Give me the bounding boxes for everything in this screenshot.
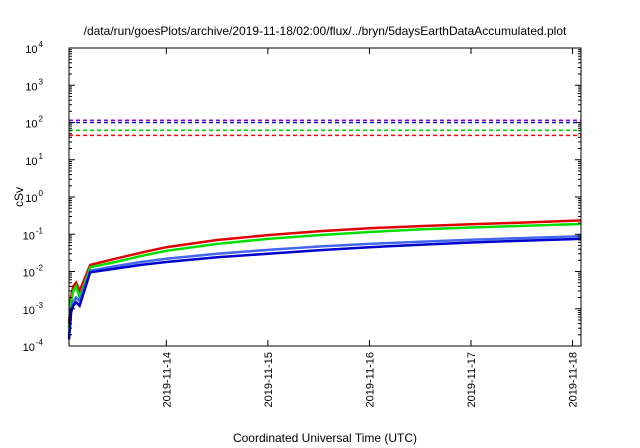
- x-tick-label-3: 2019-11-17: [466, 352, 478, 407]
- series-line-3: [67, 237, 582, 340]
- plot-frame: [68, 47, 582, 347]
- y-tick-label-3: 10-1: [23, 226, 44, 242]
- y-tick-label-8: 104: [25, 40, 43, 56]
- series-line-0: [67, 219, 582, 324]
- data-series: [67, 219, 582, 340]
- y-tick-label-2: 10-2: [23, 264, 44, 280]
- y-tick-label-5: 101: [25, 152, 43, 168]
- y-axis-ticks: 10-4 10-3 10-2 10-1 100 101 102 103 104: [23, 40, 581, 354]
- y-tick-label-0: 10-4: [23, 338, 44, 354]
- y-axis-label: cSv: [12, 187, 26, 207]
- threshold-lines: [69, 119, 581, 137]
- x-axis-ticks: 2019-11-14 2019-11-15 2019-11-16 2019-11-17…: [161, 48, 580, 407]
- y-tick-label-7: 103: [25, 77, 43, 93]
- x-axis-label: Coordinated Universal Time (UTC): [233, 431, 417, 445]
- series-line-1: [67, 222, 582, 329]
- x-tick-label-2: 2019-11-16: [364, 352, 376, 407]
- x-tick-label-4: 2019-11-18: [568, 352, 580, 407]
- y-tick-label-1: 10-3: [23, 301, 44, 317]
- x-tick-label-0: 2019-11-14: [161, 352, 173, 407]
- y-tick-label-6: 102: [25, 115, 43, 131]
- x-tick-label-1: 2019-11-15: [263, 352, 275, 407]
- y-tick-label-4: 100: [25, 189, 43, 205]
- series-line-2: [67, 234, 582, 335]
- chart-title: /data/run/goesPlots/archive/2019-11-18/0…: [84, 24, 567, 38]
